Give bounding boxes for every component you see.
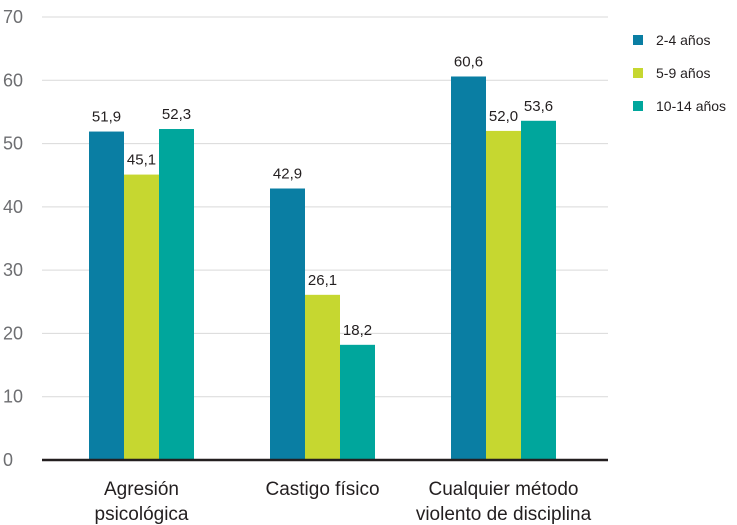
data-label: 60,6 (454, 53, 483, 70)
y-tick-label: 70 (3, 7, 23, 27)
y-axis-ticks: 0 10 20 30 40 50 60 70 (3, 7, 23, 470)
legend-swatch (633, 68, 643, 78)
legend-label: 5-9 años (656, 65, 710, 81)
legend-swatch (633, 101, 643, 111)
y-tick-label: 20 (3, 323, 23, 343)
data-labels: 51,9 42,9 60,6 45,1 26,1 52,0 52,3 18,2 53,6 (92, 53, 553, 338)
y-tick-label: 30 (3, 260, 23, 280)
bars (89, 76, 556, 461)
data-label: 52,0 (489, 108, 518, 125)
data-label: 45,1 (127, 152, 156, 169)
category-label: Cualquier método (429, 479, 579, 500)
legend-swatch (633, 35, 643, 45)
category-label: psicológica (95, 504, 189, 525)
data-label: 51,9 (92, 109, 121, 126)
y-tick-label: 60 (3, 70, 23, 90)
y-tick-label: 50 (3, 134, 23, 154)
data-label: 42,9 (273, 166, 302, 183)
bar (159, 129, 194, 460)
data-label: 18,2 (343, 322, 372, 339)
category-labels: Agresión psicológica Castigo físico Cualqui… (95, 479, 592, 525)
bar (521, 120, 556, 460)
bar (270, 188, 305, 461)
legend-label: 2-4 años (656, 32, 710, 48)
category-label: violento de disciplina (416, 504, 592, 525)
bar (89, 131, 124, 460)
bar (451, 76, 486, 460)
data-label: 26,1 (308, 272, 337, 289)
y-tick-label: 10 (3, 387, 23, 407)
data-label: 53,6 (524, 98, 553, 115)
legend-label: 10-14 años (656, 98, 726, 114)
y-tick-label: 0 (3, 450, 13, 470)
bar (486, 130, 521, 460)
bar (124, 174, 159, 460)
legend: 2-4 años 5-9 años 10-14 años (633, 32, 726, 114)
bar (340, 344, 375, 460)
data-label: 52,3 (162, 106, 191, 123)
category-label: Castigo físico (265, 479, 379, 500)
category-label: Agresión (104, 479, 179, 500)
bar (305, 294, 340, 460)
y-tick-label: 40 (3, 197, 23, 217)
